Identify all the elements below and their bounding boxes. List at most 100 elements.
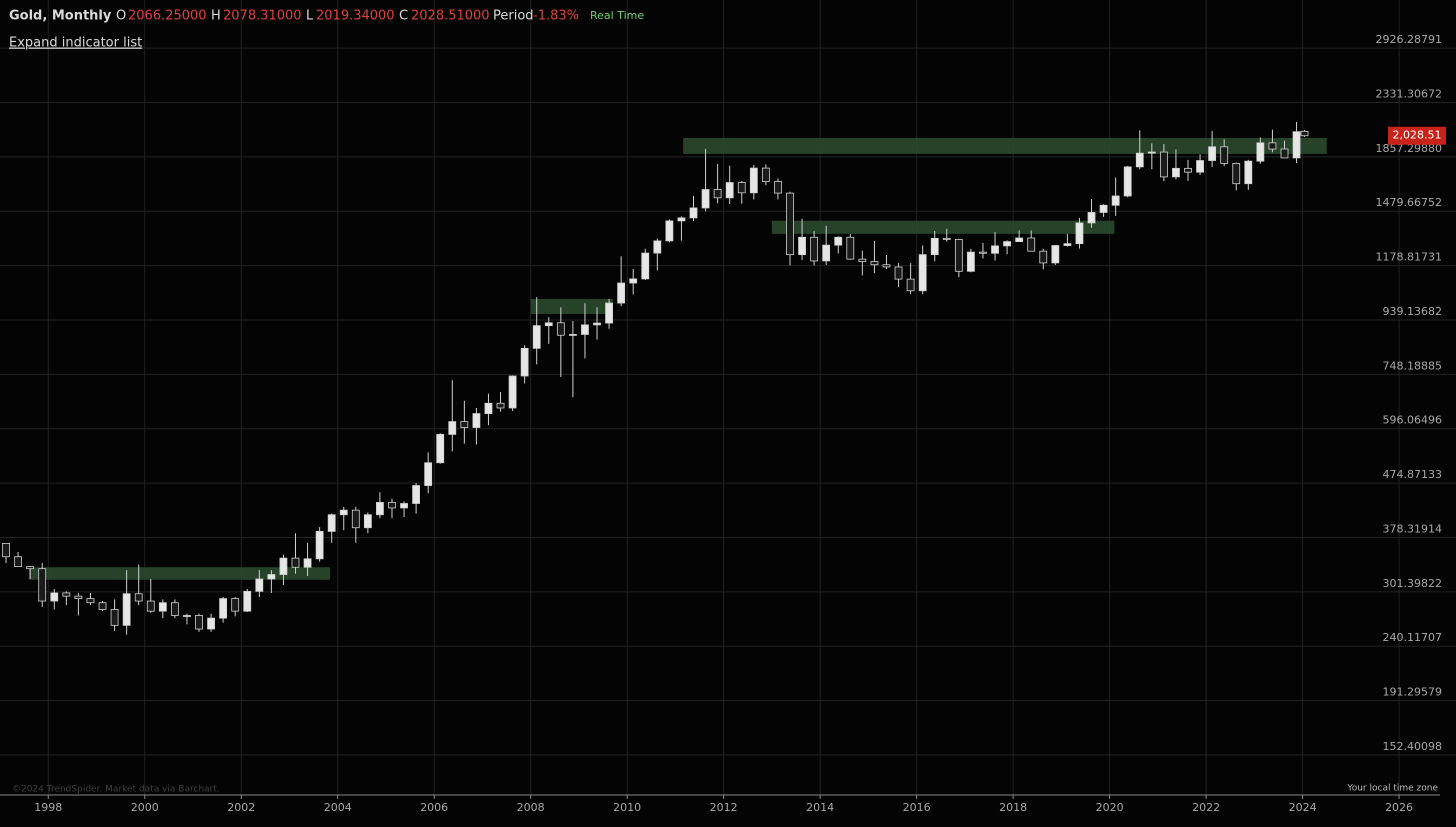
close-value: 2028.51000 [411, 9, 490, 24]
x-tick-label: 2016 [903, 801, 931, 814]
candle-body [1300, 130, 1309, 137]
candle-body [665, 220, 674, 242]
level-zone [683, 137, 1327, 154]
candle-body [761, 167, 770, 182]
y-tick-label: 939.13682 [1383, 305, 1443, 318]
candle-body [593, 322, 601, 326]
candle-body [581, 324, 589, 335]
candle-body [50, 592, 59, 602]
candle-body [544, 322, 553, 327]
candle-body [231, 598, 240, 612]
candle-body [725, 182, 734, 199]
candle-body [376, 502, 384, 516]
candle-body [424, 462, 433, 486]
x-tick-label: 2018 [999, 801, 1027, 814]
candle-body [158, 602, 167, 612]
level-zone [28, 567, 330, 580]
candle-body [798, 236, 806, 256]
candle-body [1268, 142, 1277, 150]
zones [28, 137, 1327, 580]
candle-body [219, 598, 228, 619]
level-zone [771, 220, 1115, 234]
y-tick-label: 2926.28791 [1376, 33, 1442, 46]
y-tick-label: 240.11707 [1383, 631, 1443, 644]
candle-body [617, 282, 626, 304]
x-tick-label: 2000 [131, 801, 159, 814]
candle-body [351, 509, 360, 529]
candle-body [146, 600, 155, 612]
candle-body [1220, 146, 1229, 164]
candle-body [1123, 166, 1132, 197]
candle-body [267, 574, 276, 580]
candle-body [701, 189, 710, 209]
candle-body [1147, 151, 1156, 154]
candle-body [822, 244, 831, 262]
x-tick-label: 2002 [227, 801, 255, 814]
timezone: Your local time zone [1346, 784, 1438, 794]
candle-body [14, 556, 22, 567]
grid [0, 0, 1456, 795]
candle-body [1196, 160, 1204, 173]
candle-body [412, 485, 421, 504]
y-tick-label: 2331.30672 [1376, 87, 1442, 100]
candle-body [991, 245, 999, 254]
x-tick-label: 2008 [517, 801, 545, 814]
period-label: Period [493, 9, 534, 24]
last-price-label: 2,028.51 [1393, 129, 1442, 142]
candle-body [1292, 131, 1301, 159]
candle-body [436, 434, 445, 464]
candle-body [110, 609, 119, 626]
candle-body [846, 236, 855, 260]
mode: Real Time [590, 9, 644, 22]
candle-body [556, 322, 565, 336]
x-tick-label: 2022 [1192, 801, 1220, 814]
y-tick-label: 596.06496 [1383, 414, 1443, 427]
candle-body [327, 514, 336, 532]
candle-body [1280, 148, 1289, 159]
candle-body [1099, 204, 1108, 213]
candle-body [62, 592, 71, 597]
copyright: ©2024 TrendSpider. Market data via Barch… [12, 785, 220, 795]
y-tick-label: 1857.29880 [1376, 142, 1442, 155]
candle-body [1003, 241, 1011, 247]
x-tick-label: 2026 [1385, 801, 1413, 814]
candle-body [472, 413, 481, 428]
candle-body [967, 251, 975, 272]
candle-body [810, 236, 819, 262]
candle-body [38, 568, 47, 602]
candle-body [484, 402, 493, 414]
candle-body [918, 254, 927, 292]
x-tick-label: 2014 [806, 801, 834, 814]
candle-body [1027, 237, 1036, 252]
candle-body [363, 514, 372, 529]
candle-body [858, 258, 867, 262]
expand-indicators[interactable]: Expand indicator list [9, 36, 142, 51]
candle-body [954, 239, 963, 272]
candle-body [134, 593, 143, 602]
candle-body [460, 421, 469, 428]
candle-body [629, 278, 638, 284]
candle-body [1244, 160, 1253, 185]
candle-body [98, 602, 107, 610]
high-label: H [211, 9, 221, 24]
candle-body [1208, 146, 1217, 161]
x-tick-label: 1998 [34, 801, 62, 814]
candle-body [255, 578, 264, 592]
candle-body [520, 347, 529, 377]
candle-body [1015, 237, 1024, 243]
candle-body [2, 543, 10, 558]
candle-body [1039, 250, 1048, 264]
y-tick-label: 748.18885 [1383, 359, 1443, 372]
candle-body [689, 207, 698, 219]
open-value: 2066.25000 [128, 9, 207, 24]
candle-body [906, 278, 915, 292]
y-tick-label: 474.87133 [1383, 468, 1443, 481]
candle-body [942, 237, 951, 240]
close-label: C [399, 9, 408, 24]
open-label: O [116, 9, 126, 24]
low-label: L [306, 9, 314, 24]
y-tick-label: 378.31914 [1383, 522, 1443, 535]
candle-body [979, 251, 987, 254]
candle-body [207, 617, 215, 630]
